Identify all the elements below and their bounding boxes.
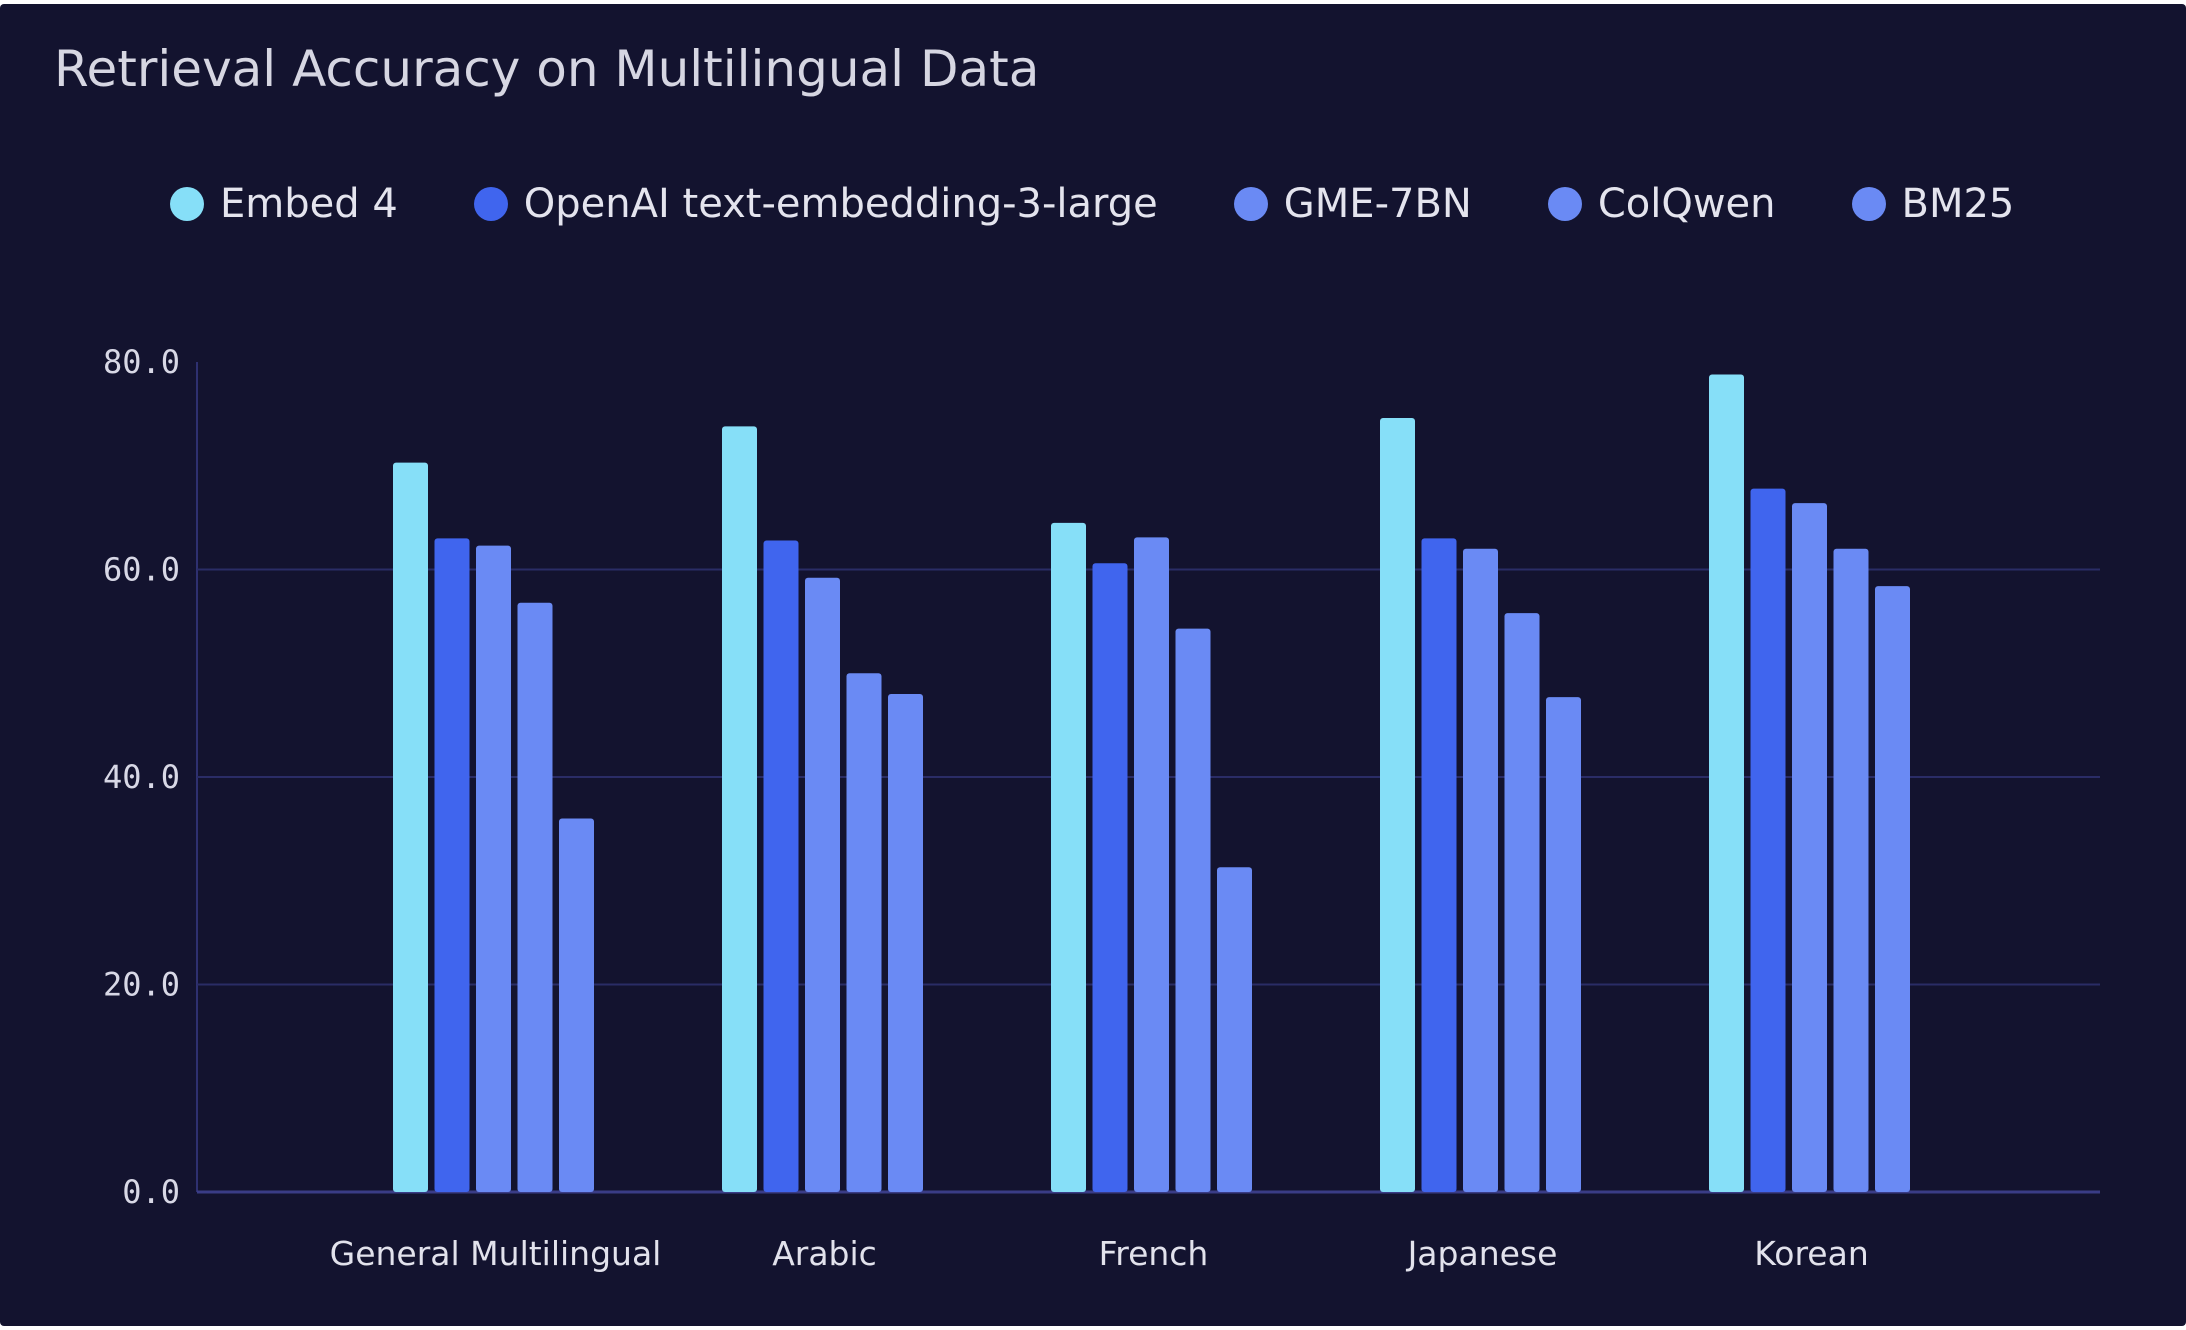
bar <box>1546 697 1581 1192</box>
bar-group <box>1380 418 1581 1192</box>
y-tick-label: 80.0 <box>103 343 180 381</box>
bar <box>559 818 594 1192</box>
bar <box>393 462 428 1192</box>
bar <box>722 426 757 1192</box>
bar <box>1380 418 1415 1192</box>
x-category-label: Japanese <box>1406 1234 1558 1273</box>
legend-item: BM25 <box>1851 181 2015 227</box>
legend-marker <box>1233 187 1268 221</box>
y-tick-label: 0.0 <box>122 1173 180 1211</box>
legend-marker <box>1851 187 1886 221</box>
legend-marker <box>1547 187 1582 221</box>
bar <box>476 545 511 1192</box>
bar <box>1833 548 1869 1192</box>
legend-label: Embed 4 <box>220 181 398 227</box>
bar <box>434 538 470 1192</box>
bar-group <box>393 462 594 1192</box>
legend-marker <box>473 187 508 221</box>
bar <box>805 577 840 1192</box>
axis-labels: 0.0 20.0 40.0 60.0 80.0 General Multilingual A… <box>103 343 1869 1273</box>
bar <box>1134 537 1169 1192</box>
bar <box>1051 522 1086 1192</box>
bar <box>1875 586 1910 1192</box>
bar-group <box>722 426 923 1192</box>
y-tick-label: 60.0 <box>103 551 180 589</box>
legend-item: OpenAI text-embedding-3-large <box>473 181 1158 227</box>
legend-label: BM25 <box>1901 181 2015 227</box>
bar <box>517 602 553 1192</box>
bar <box>1421 538 1457 1192</box>
bar <box>1504 613 1540 1192</box>
legend-label: OpenAI text-embedding-3-large <box>523 181 1158 227</box>
y-tick-label: 40.0 <box>103 758 180 796</box>
bar <box>1750 488 1786 1192</box>
bar <box>1092 563 1128 1192</box>
bar <box>888 694 923 1192</box>
x-category-label: French <box>1099 1234 1209 1273</box>
legend-item: GME-7BN <box>1233 181 1472 227</box>
chart-title: Retrieval Accuracy on Multilingual Data <box>54 40 1040 98</box>
chart-legend: Embed 4 OpenAI text-embedding-3-large GME-… <box>170 176 2014 232</box>
legend-item: ColQwen <box>1547 181 1776 227</box>
y-tick-label: 20.0 <box>103 966 180 1004</box>
bar <box>763 540 799 1192</box>
bar <box>1463 548 1498 1192</box>
bar <box>1217 867 1252 1192</box>
legend-label: GME-7BN <box>1283 181 1472 227</box>
bar <box>1709 374 1744 1192</box>
bars <box>393 374 1910 1193</box>
legend-marker <box>170 187 204 221</box>
x-category-label: General Multilingual <box>330 1234 662 1273</box>
bar-group <box>1051 522 1252 1192</box>
legend-label: ColQwen <box>1597 181 1776 227</box>
x-category-label: Arabic <box>772 1234 877 1273</box>
bar-group <box>1709 374 1910 1193</box>
legend-item: Embed 4 <box>170 181 398 227</box>
bar <box>846 673 882 1192</box>
x-category-label: Korean <box>1754 1234 1868 1273</box>
bar <box>1175 628 1211 1192</box>
bar <box>1792 503 1827 1193</box>
